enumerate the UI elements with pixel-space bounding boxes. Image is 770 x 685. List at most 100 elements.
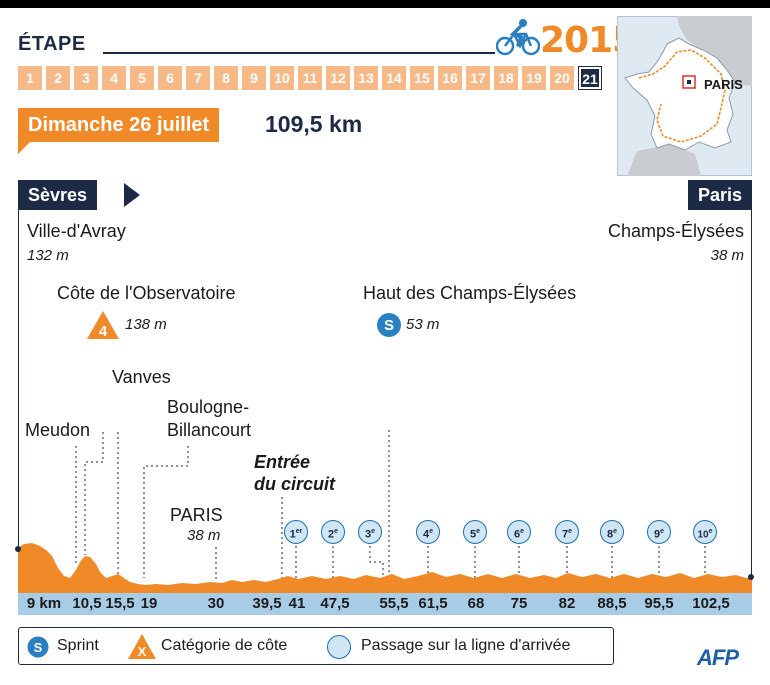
stage-chip: 15 <box>410 66 434 90</box>
leader-boulogne <box>143 446 189 578</box>
stage-chip: 7 <box>186 66 210 90</box>
paris-label: PARIS <box>170 505 223 525</box>
stage-chip: 19 <box>522 66 546 90</box>
stage-chip: 6 <box>158 66 182 90</box>
stage-chip: 11 <box>298 66 322 90</box>
circuit-entry-label-line1: Entrée <box>254 452 311 472</box>
stage-chip: 1 <box>18 66 42 90</box>
elevation-profile <box>15 430 754 593</box>
neighbour-land <box>677 16 752 86</box>
legend-climb: Catégorie de côte <box>161 637 288 654</box>
lap-marker: 3e <box>358 520 382 544</box>
boulogne-label-line1: Boulogne- <box>167 397 250 417</box>
lap-marker: 8e <box>600 520 624 544</box>
end-marker-line <box>751 210 752 580</box>
stage-chip: 13 <box>354 66 378 90</box>
start-city-badge: Sèvres <box>18 180 98 210</box>
legend: S Sprint X Catégorie de côte Passage sur… <box>18 627 614 665</box>
km-label: 68 <box>467 595 485 612</box>
heading-rule <box>103 52 495 54</box>
top-bar <box>0 0 770 8</box>
lap-marker: 6e <box>507 520 531 544</box>
vanves-label: Vanves <box>112 367 171 387</box>
km-label: 30 <box>207 595 225 612</box>
stage-chip: 3 <box>74 66 98 90</box>
legend-sprint: Sprint <box>57 637 99 654</box>
km-label: 39,5 <box>252 595 282 612</box>
climb-label: Côte de l'Observatoire <box>57 283 236 303</box>
start-place-label: Ville-d'Avray <box>27 221 126 241</box>
km-label: 95,5 <box>644 595 674 612</box>
lap-marker: 4e <box>416 520 440 544</box>
stage-chip-current: 21 <box>578 66 602 90</box>
lap-marker: 5e <box>463 520 487 544</box>
boulogne-label-line2: Billancourt <box>167 420 252 440</box>
sprint-legend-icon: S <box>27 636 49 658</box>
km-label: 102,5 <box>692 595 730 612</box>
map-city-label: PARIS <box>704 77 743 92</box>
climb-legend-icon: X <box>128 634 156 659</box>
km-label: 9 km <box>26 595 62 612</box>
end-place-label: Champs-Élysées <box>607 221 744 241</box>
sprint-legend-icon-text: S <box>34 640 43 655</box>
stage-chip: 5 <box>130 66 154 90</box>
stage-chip: 12 <box>326 66 350 90</box>
lap-marker: 10e <box>693 520 717 544</box>
sprint-icon-text: S <box>384 317 394 334</box>
km-label: 10,5 <box>72 595 102 612</box>
lap-marker: 1er <box>284 520 308 544</box>
climb-altitude: 138 m <box>125 316 167 333</box>
climb-legend-icon-text: X <box>138 644 147 659</box>
sprint-label: Haut des Champs-Élysées <box>363 283 577 303</box>
cyclist-icon <box>496 19 540 56</box>
stage-chip: 16 <box>438 66 462 90</box>
stage-chip: 14 <box>382 66 406 90</box>
stage-strip: 1 2 3 4 5 6 7 8 9 10 11 12 13 14 15 16 1… <box>18 66 602 90</box>
date-badge-tail <box>18 142 30 154</box>
climb-category-icon: 4 <box>87 311 119 340</box>
stage-chip: 8 <box>214 66 238 90</box>
neighbour-land-south <box>627 144 701 176</box>
stage-distance: 109,5 km <box>265 111 363 137</box>
km-label: 75 <box>510 595 528 612</box>
end-city-badge: Paris <box>687 180 752 210</box>
elevation-area <box>18 543 752 593</box>
sprint-altitude: 53 m <box>406 316 440 333</box>
stage-chip: 2 <box>46 66 70 90</box>
france-shape <box>624 37 736 151</box>
lap-marker: 7e <box>555 520 579 544</box>
stage-chip: 10 <box>270 66 294 90</box>
start-marker-line <box>18 210 19 550</box>
paris-altitude: 38 m <box>187 527 221 544</box>
france-map <box>617 16 752 176</box>
km-label: 61,5 <box>418 595 448 612</box>
meudon-label: Meudon <box>25 420 91 440</box>
stage-chip: 20 <box>550 66 574 90</box>
start-altitude: 132 m <box>27 247 69 264</box>
km-label: 55,5 <box>379 595 409 612</box>
leader-lap-3 <box>369 546 384 578</box>
tour-route <box>638 49 726 143</box>
sprint-icon: S <box>377 313 401 337</box>
km-label: 82 <box>558 595 576 612</box>
climb-category-text: 4 <box>99 323 108 340</box>
afp-logo: AFP <box>697 645 739 670</box>
stage-heading: ÉTAPE <box>18 33 86 55</box>
km-label: 41 <box>288 595 306 612</box>
end-altitude: 38 m <box>710 247 744 264</box>
direction-arrow-icon <box>124 183 140 207</box>
lap-marker: 9e <box>647 520 671 544</box>
lap-marker: 2e <box>321 520 345 544</box>
date-badge: Dimanche 26 juillet <box>18 108 220 142</box>
lap-legend-icon <box>327 635 351 659</box>
km-label: 19 <box>140 595 158 612</box>
km-label: 88,5 <box>597 595 627 612</box>
stage-chip: 17 <box>466 66 490 90</box>
stage-chip: 9 <box>242 66 266 90</box>
stage-chip: 18 <box>494 66 518 90</box>
legend-lap: Passage sur la ligne d'arrivée <box>361 637 571 654</box>
km-label: 15,5 <box>105 595 135 612</box>
leader-observatoire <box>84 430 104 555</box>
km-label: 47,5 <box>320 595 350 612</box>
stage-chip: 4 <box>102 66 126 90</box>
